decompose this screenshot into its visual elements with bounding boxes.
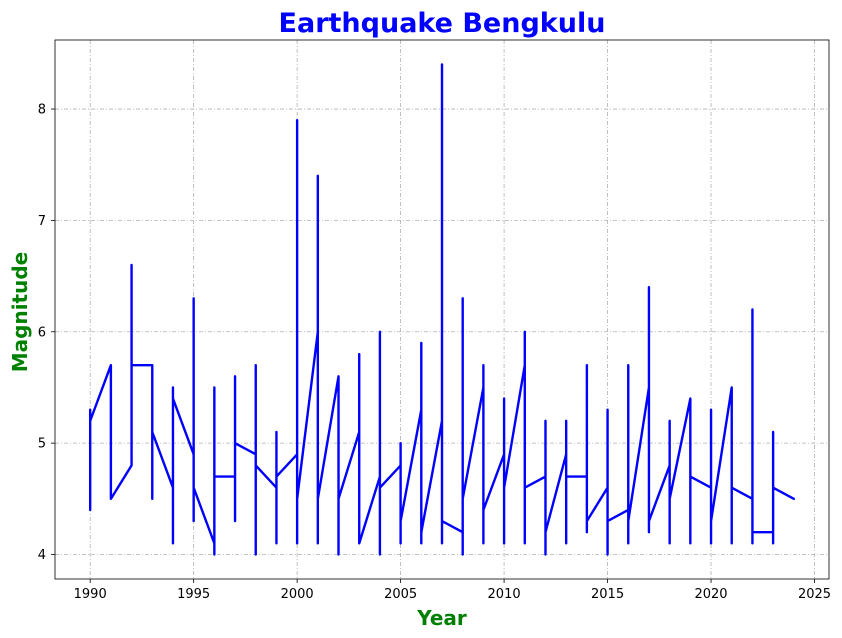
x-tick-label: 2005 (384, 587, 417, 602)
y-axis-label: Magnitude (8, 252, 32, 373)
x-tick-label: 2025 (798, 587, 831, 602)
x-tick-label: 2000 (281, 587, 314, 602)
y-tick-label: 5 (38, 437, 46, 452)
y-tick-label: 8 (38, 103, 46, 118)
axis-ticks: 1990 1995 2000 2005 2010 2015 2020 2025 4 5 6 7 8 (38, 103, 831, 602)
y-tick-label: 6 (38, 325, 46, 340)
y-tick-label: 4 (38, 548, 46, 563)
x-axis-label: Year (416, 606, 467, 630)
x-tick-label: 2020 (694, 587, 727, 602)
x-tick-label: 2010 (488, 587, 521, 602)
magnitude-series-line (88, 63, 796, 556)
axes-frame (54, 39, 830, 580)
y-tick-label: 7 (38, 214, 46, 229)
x-tick-label: 2015 (591, 587, 624, 602)
x-tick-label: 1990 (74, 587, 107, 602)
x-tick-label: 1995 (177, 587, 210, 602)
chart-title: Earthquake Bengkulu (279, 8, 606, 39)
plot-area (88, 63, 796, 556)
